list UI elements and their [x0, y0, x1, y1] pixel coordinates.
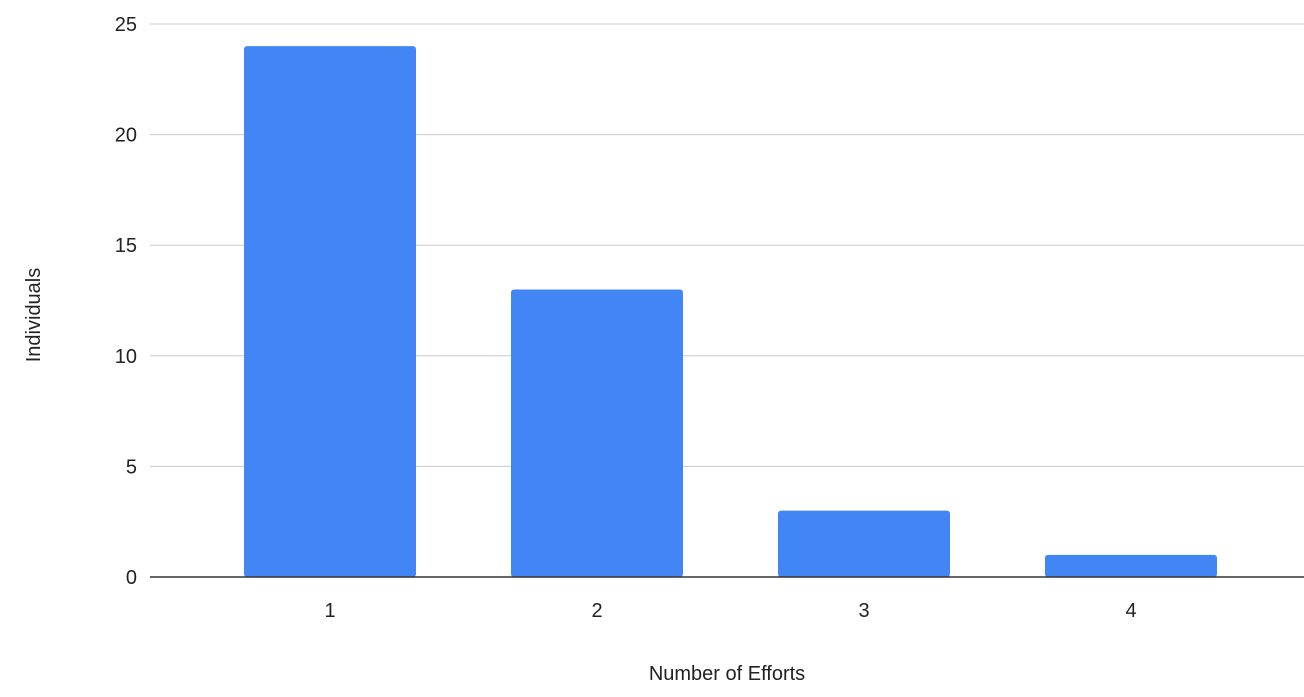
x-tick-label: 2 — [591, 600, 602, 622]
bar-4 — [1045, 554, 1217, 577]
y-axis-title: Individuals — [23, 268, 45, 363]
bar-1 — [244, 46, 416, 578]
x-tick-label: 4 — [1125, 600, 1136, 622]
x-tick-label: 1 — [324, 600, 335, 622]
bars — [244, 46, 1217, 578]
y-tick-label: 20 — [115, 125, 137, 147]
y-tick-label: 25 — [115, 14, 137, 36]
bar-2 — [511, 289, 683, 577]
y-tick-labels: 0 5 10 15 20 25 — [115, 14, 137, 589]
y-tick-label: 5 — [126, 456, 137, 478]
x-axis-title: Number of Efforts — [649, 663, 805, 685]
y-tick-label: 0 — [126, 567, 137, 589]
y-tick-label: 15 — [115, 235, 137, 257]
bar-3 — [778, 510, 950, 577]
x-tick-label: 3 — [858, 600, 869, 622]
x-tick-labels: 1 2 3 4 — [324, 600, 1136, 622]
y-tick-label: 10 — [115, 346, 137, 368]
